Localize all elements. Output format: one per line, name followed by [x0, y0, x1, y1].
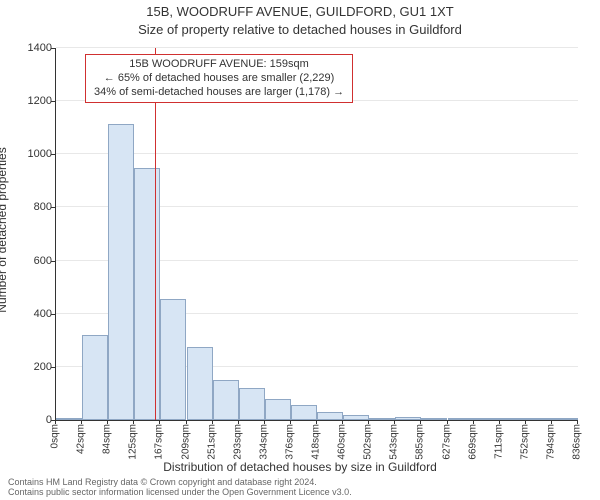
annotation-line1: 15B WOODRUFF AVENUE: 159sqm	[94, 58, 344, 72]
histogram-bar	[448, 418, 474, 420]
gridline	[56, 153, 578, 154]
histogram-bar	[552, 418, 578, 420]
y-tick-label: 400	[10, 308, 52, 320]
x-tick-label: 502sqm	[363, 424, 374, 460]
y-tick-mark	[51, 101, 55, 102]
histogram-bar	[369, 418, 395, 420]
histogram-bar	[395, 417, 421, 420]
y-tick-mark	[51, 48, 55, 49]
reference-line	[155, 48, 156, 420]
x-tick-label: 418sqm	[311, 424, 322, 460]
annotation-box: 15B WOODRUFF AVENUE: 159sqm ← 65% of det…	[85, 54, 353, 103]
y-tick-label: 200	[10, 361, 52, 373]
histogram-bar	[134, 168, 160, 420]
annotation-line2: ← 65% of detached houses are smaller (2,…	[94, 72, 344, 86]
y-tick-label: 0	[10, 414, 52, 426]
x-tick-label: 293sqm	[232, 424, 243, 460]
x-tick-label: 460sqm	[337, 424, 348, 460]
x-tick-label: 125sqm	[128, 424, 139, 460]
annotation-line3: 34% of semi-detached houses are larger (…	[94, 86, 344, 100]
histogram-bar	[239, 388, 265, 420]
y-tick-label: 1400	[10, 42, 52, 54]
x-tick-label: 711sqm	[493, 424, 504, 459]
y-tick-mark	[51, 261, 55, 262]
x-tick-label: 376sqm	[284, 424, 295, 460]
histogram-bar	[160, 299, 186, 420]
x-axis-label: Distribution of detached houses by size …	[0, 460, 600, 474]
x-tick-label: 0sqm	[50, 424, 61, 448]
footer-attribution: Contains HM Land Registry data © Crown c…	[8, 478, 352, 498]
histogram-bar	[500, 418, 526, 420]
x-tick-label: 585sqm	[415, 424, 426, 460]
histogram-bar	[108, 124, 134, 420]
x-tick-label: 669sqm	[467, 424, 478, 460]
x-tick-label: 334sqm	[258, 424, 269, 460]
y-tick-label: 600	[10, 255, 52, 267]
histogram-bar	[343, 415, 369, 420]
page-subtitle: Size of property relative to detached ho…	[0, 22, 600, 37]
histogram-bar	[82, 335, 108, 420]
y-tick-label: 800	[10, 201, 52, 213]
x-tick-label: 251sqm	[206, 424, 217, 460]
page-title: 15B, WOODRUFF AVENUE, GUILDFORD, GU1 1XT	[0, 4, 600, 19]
y-axis-label: Number of detached properties	[0, 147, 9, 312]
x-tick-label: 752sqm	[519, 424, 530, 460]
histogram-plot	[55, 48, 578, 421]
histogram-bar	[474, 418, 500, 420]
histogram-bar	[265, 399, 291, 420]
x-tick-label: 543sqm	[389, 424, 400, 460]
y-tick-mark	[51, 367, 55, 368]
x-tick-label: 167sqm	[154, 424, 165, 460]
y-tick-mark	[51, 314, 55, 315]
x-tick-label: 836sqm	[572, 424, 583, 460]
y-tick-mark	[51, 154, 55, 155]
histogram-bar	[526, 418, 552, 420]
y-tick-label: 1200	[10, 95, 52, 107]
x-tick-label: 84sqm	[102, 424, 113, 454]
x-tick-label: 627sqm	[441, 424, 452, 460]
histogram-bar	[213, 380, 239, 420]
y-tick-mark	[51, 207, 55, 208]
histogram-bar	[317, 412, 343, 420]
x-tick-label: 794sqm	[545, 424, 556, 460]
histogram-bar	[187, 347, 213, 420]
histogram-bar	[421, 418, 447, 420]
footer-line2: Contains public sector information licen…	[8, 488, 352, 498]
histogram-bar	[291, 405, 317, 420]
gridline	[56, 47, 578, 48]
y-tick-label: 1000	[10, 148, 52, 160]
x-tick-label: 42sqm	[76, 424, 87, 454]
histogram-bar	[56, 418, 82, 420]
x-tick-label: 209sqm	[180, 424, 191, 460]
